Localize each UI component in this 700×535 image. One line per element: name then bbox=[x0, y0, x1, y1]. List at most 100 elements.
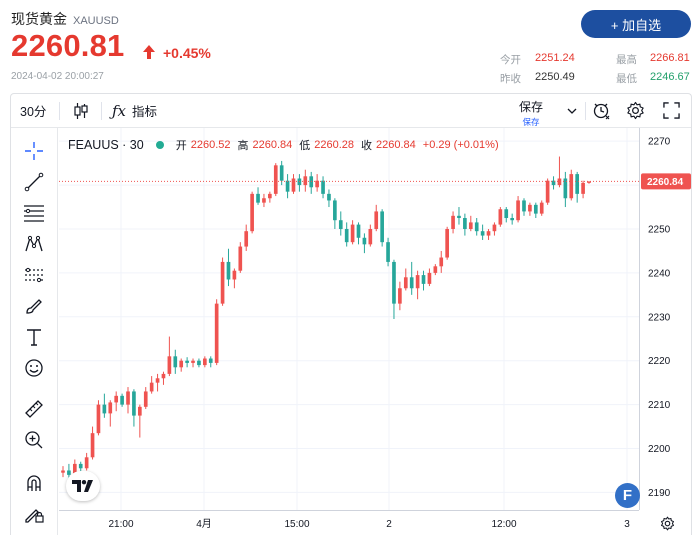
candle-body bbox=[468, 222, 473, 229]
brush-tool[interactable] bbox=[21, 293, 47, 319]
open-value: 2251.24 bbox=[535, 52, 575, 64]
time-tick-label: 4月 bbox=[196, 518, 212, 530]
candle-body bbox=[403, 277, 408, 289]
candle-body bbox=[350, 224, 355, 243]
candle-body bbox=[374, 211, 379, 229]
forecast-tool[interactable] bbox=[21, 262, 47, 288]
instrument-symbol: XAUUSD bbox=[73, 15, 119, 27]
chart-toolbar: 30分 ƒx 指标 bbox=[11, 94, 691, 128]
candle-body bbox=[327, 193, 331, 201]
high-label: 最高 bbox=[616, 54, 637, 66]
legend-close-label: 收 bbox=[361, 140, 373, 152]
candle-body bbox=[409, 277, 414, 289]
candle-body bbox=[244, 231, 249, 247]
drawing-toolbar bbox=[11, 128, 58, 535]
high-value: 2266.81 bbox=[650, 52, 690, 64]
candle-body bbox=[516, 200, 520, 221]
save-dropdown-chevron[interactable] bbox=[567, 94, 577, 127]
fullscreen-button[interactable] bbox=[660, 94, 682, 127]
candle-body bbox=[368, 228, 373, 245]
lock-drawings-tool[interactable] bbox=[21, 501, 47, 527]
candle-body bbox=[563, 178, 568, 199]
zoom-in-icon bbox=[25, 431, 43, 449]
pattern-icon bbox=[25, 235, 43, 252]
candle-body bbox=[90, 433, 95, 458]
price-axis[interactable]: 2270226022502240223022202210220021902260… bbox=[639, 128, 691, 510]
save-sublabel: 保存 bbox=[522, 117, 540, 127]
candle-body bbox=[197, 360, 201, 366]
candle-body bbox=[114, 395, 119, 403]
time-axis[interactable]: 21:00 4月 15:00 2 12:00 3 bbox=[59, 510, 639, 535]
measure-tool[interactable] bbox=[21, 396, 47, 422]
candle-body bbox=[220, 261, 225, 304]
candle-body bbox=[551, 180, 556, 186]
candle-body bbox=[173, 356, 178, 368]
price-tick-label: 2230 bbox=[648, 312, 671, 323]
emoji-tool[interactable] bbox=[21, 355, 47, 381]
candle-body bbox=[232, 270, 237, 280]
tradingview-logo[interactable] bbox=[66, 471, 100, 501]
prev-close-value: 2250.49 bbox=[535, 71, 575, 83]
trendline-tool[interactable] bbox=[21, 169, 47, 195]
axis-settings-button[interactable] bbox=[656, 513, 678, 533]
projection-icon bbox=[25, 267, 43, 283]
candle-body bbox=[581, 182, 585, 194]
candle-body bbox=[321, 180, 325, 194]
candle-body bbox=[273, 165, 278, 194]
candle-body bbox=[167, 356, 172, 374]
save-label: 保存 bbox=[518, 100, 543, 114]
candle-body bbox=[185, 360, 189, 363]
indicators-button[interactable]: ƒx 指标 bbox=[112, 94, 157, 127]
instrument-name: 现货黄金 bbox=[11, 11, 67, 27]
crosshair-tool[interactable] bbox=[21, 138, 47, 164]
candle-body bbox=[333, 200, 337, 221]
zoom-tool[interactable] bbox=[21, 427, 47, 453]
candle-body bbox=[137, 406, 142, 416]
candle-body bbox=[533, 204, 538, 214]
candle-body bbox=[61, 470, 65, 473]
candle-body bbox=[362, 237, 367, 245]
gear-icon bbox=[626, 101, 644, 120]
candle-body bbox=[179, 360, 184, 368]
candle-type-icon[interactable] bbox=[72, 94, 90, 127]
trendline-icon bbox=[24, 172, 44, 192]
save-button[interactable]: 保存 保存 bbox=[518, 98, 544, 128]
magnet-tool[interactable] bbox=[21, 470, 47, 496]
alert-button[interactable] bbox=[591, 94, 613, 127]
f-badge-icon[interactable]: F bbox=[615, 483, 640, 508]
prev-close-label: 昨收 bbox=[500, 73, 521, 85]
candle-body bbox=[498, 209, 503, 225]
candle-body bbox=[226, 261, 231, 280]
time-tick-label: 21:00 bbox=[108, 519, 133, 530]
candle-body bbox=[510, 218, 515, 221]
candle-body bbox=[445, 228, 449, 258]
price-tick-label: 2240 bbox=[648, 268, 671, 279]
candlestick-icon bbox=[74, 102, 88, 119]
price-change: +0.45% bbox=[163, 45, 211, 61]
text-tool[interactable] bbox=[21, 324, 47, 350]
legend-low-value: 2260.28 bbox=[314, 139, 355, 151]
price-tick-label: 2270 bbox=[648, 137, 671, 148]
price-tick-label: 2210 bbox=[648, 400, 671, 411]
last-price-label: 2260.84 bbox=[647, 177, 684, 188]
candle-body bbox=[143, 391, 148, 407]
interval-selector[interactable]: 30分 bbox=[20, 105, 47, 119]
pencil-lock-icon bbox=[25, 509, 44, 523]
candle-body bbox=[256, 193, 260, 203]
add-to-watchlist-button[interactable]: + 加自选 bbox=[581, 10, 691, 38]
candle-body bbox=[480, 231, 485, 236]
candle-body bbox=[238, 246, 243, 271]
chart-legend: FEAUUS · 30 开 2260.52 高 2260.84 低 2260.28 收… bbox=[68, 137, 502, 153]
candlestick-chart[interactable] bbox=[59, 128, 639, 510]
timestamp: 2024-04-02 20:00:27 bbox=[11, 71, 104, 82]
candle-body bbox=[96, 404, 101, 434]
settings-button[interactable] bbox=[624, 94, 646, 127]
candle-body bbox=[108, 402, 113, 414]
candle-body bbox=[386, 242, 390, 262]
tradingview-icon bbox=[72, 480, 93, 492]
candle-body bbox=[427, 272, 432, 284]
candle-body bbox=[344, 228, 349, 243]
horizontal-lines-tool[interactable] bbox=[21, 200, 47, 226]
candle-body bbox=[539, 202, 544, 214]
pattern-tool[interactable] bbox=[21, 231, 47, 257]
